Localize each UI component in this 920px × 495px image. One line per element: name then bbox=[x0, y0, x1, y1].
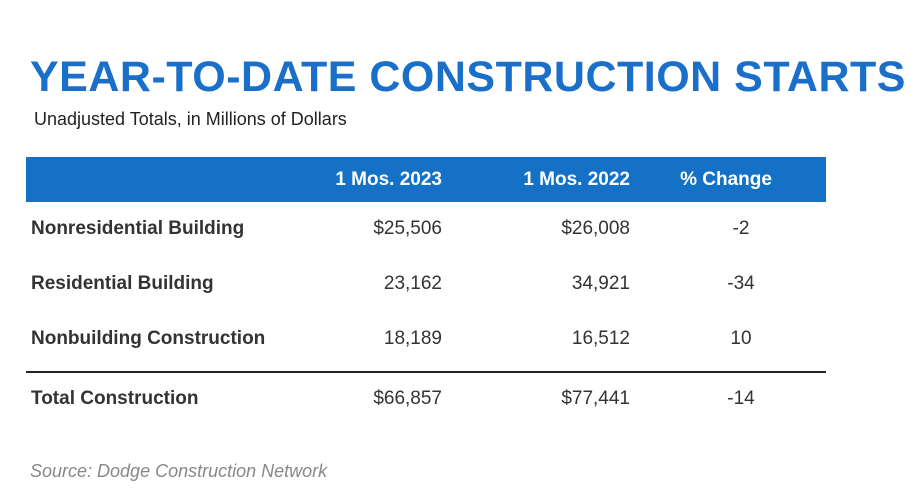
page-title: YEAR-TO-DATE CONSTRUCTION STARTS bbox=[30, 53, 906, 101]
table-row: Residential Building 23,162 34,921 -34 bbox=[26, 258, 826, 313]
table-row: Nonresidential Building $25,506 $26,008 … bbox=[26, 203, 826, 258]
header-change: % Change bbox=[680, 169, 772, 190]
row-change: 10 bbox=[730, 328, 752, 349]
total-row: Total Construction $66,857 $77,441 -14 bbox=[26, 373, 826, 428]
row-label: Residential Building bbox=[31, 273, 214, 294]
header-2023: 1 Mos. 2023 bbox=[335, 169, 442, 190]
total-value-2022: $77,441 bbox=[561, 388, 630, 409]
row-value-2023: 23,162 bbox=[383, 273, 442, 294]
total-divider bbox=[26, 371, 826, 373]
row-label: Nonresidential Building bbox=[31, 218, 245, 239]
table-row: Nonbuilding Construction 18,189 16,512 1… bbox=[26, 313, 826, 368]
row-value-2023: $25,506 bbox=[373, 218, 442, 239]
row-label: Nonbuilding Construction bbox=[31, 328, 266, 349]
header-2022: 1 Mos. 2022 bbox=[523, 169, 630, 190]
row-change: -2 bbox=[732, 218, 750, 239]
construction-starts-table: 1 Mos. 2023 1 Mos. 2022 % Change Nonresi… bbox=[26, 157, 826, 428]
total-value-2023: $66,857 bbox=[373, 388, 442, 409]
total-label: Total Construction bbox=[31, 388, 199, 409]
row-value-2022: 16,512 bbox=[571, 328, 630, 349]
row-change: -34 bbox=[727, 273, 755, 294]
total-change: -14 bbox=[727, 388, 755, 409]
row-value-2022: $26,008 bbox=[561, 218, 630, 239]
row-value-2022: 34,921 bbox=[571, 273, 630, 294]
table-header-row: 1 Mos. 2023 1 Mos. 2022 % Change bbox=[26, 157, 826, 202]
row-value-2023: 18,189 bbox=[383, 328, 442, 349]
source-note: Source: Dodge Construction Network bbox=[30, 461, 328, 481]
page-subtitle: Unadjusted Totals, in Millions of Dollar… bbox=[34, 109, 347, 129]
